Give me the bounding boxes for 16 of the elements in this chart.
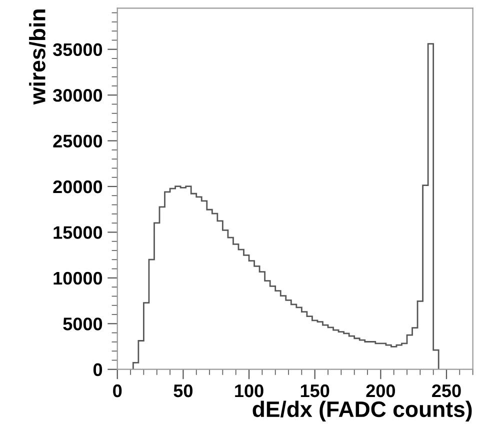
y-tick-label: 35000 bbox=[52, 43, 102, 56]
y-tick-label: 5000 bbox=[63, 318, 102, 330]
y-tick-label: 25000 bbox=[53, 134, 102, 148]
x-tick-label: 150 bbox=[300, 384, 330, 398]
x-tick-label: 250 bbox=[432, 384, 461, 398]
y-tick-label: 30000 bbox=[52, 88, 102, 102]
y-tick-label: 0 bbox=[93, 363, 102, 376]
x-tick-label: 50 bbox=[174, 384, 192, 398]
x-tick-label: 0 bbox=[113, 384, 122, 398]
x-tick-label: 100 bbox=[235, 384, 264, 398]
y-tick-label: 20000 bbox=[53, 180, 102, 194]
y-tick-label: 15000 bbox=[54, 226, 102, 239]
x-axis-title: dE/dx (FADC counts) bbox=[252, 400, 472, 422]
y-tick-label: 10000 bbox=[54, 272, 102, 285]
y-axis-title: wires/bin bbox=[29, 10, 46, 105]
x-tick-label: 200 bbox=[366, 384, 395, 398]
